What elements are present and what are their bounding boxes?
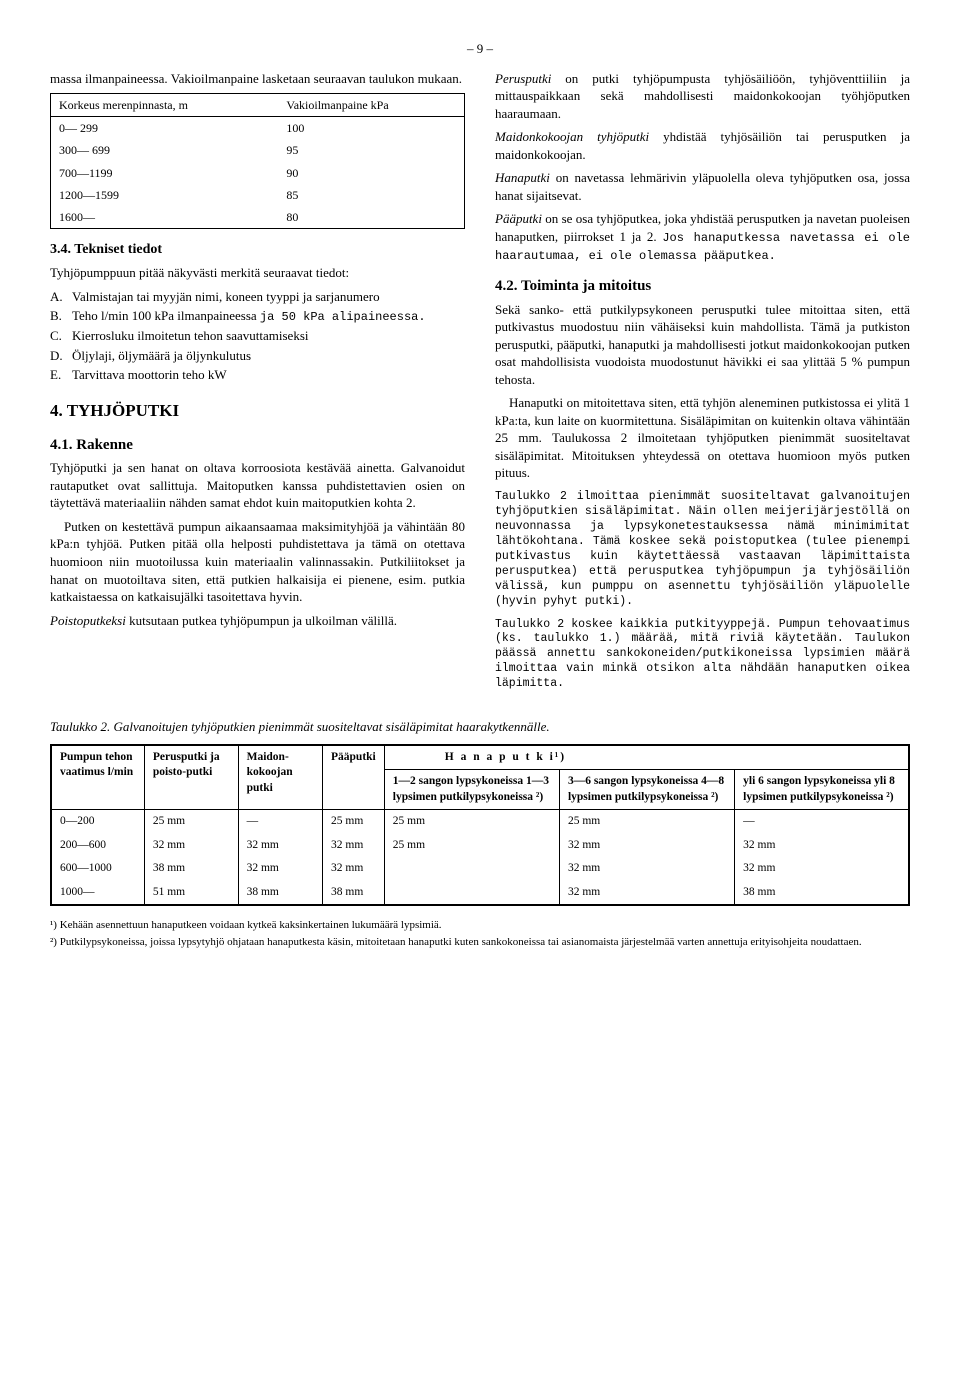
list-letter: C. <box>50 327 72 345</box>
italic-term: Hanaputki <box>495 170 550 185</box>
table-cell: 32 mm <box>144 834 238 858</box>
monospace-paragraph: Taulukko 2 koskee kaikkia putkityyppejä.… <box>495 618 910 693</box>
table-cell: 100 <box>278 117 464 140</box>
table-header: Pääputki <box>323 745 385 810</box>
paragraph: Hanaputki on navetassa lehmärivin yläpuo… <box>495 169 910 204</box>
list-item: E.Tarvittava moottorin teho kW <box>50 366 465 384</box>
list-text: Kierrosluku ilmoitetun tehon saavuttamis… <box>72 327 465 345</box>
table-cell: 25 mm <box>323 810 385 834</box>
intro-paragraph: massa ilmanpaineessa. Vakioilmanpaine la… <box>50 70 465 88</box>
italic-term: Maidonkokoojan tyhjöputki <box>495 129 649 144</box>
list-letter: B. <box>50 307 72 325</box>
list-item: D.Öljylaji, öljymäärä ja öljynkulutus <box>50 347 465 365</box>
table-header: Korkeus merenpinnasta, m <box>51 94 279 117</box>
table-cell <box>384 857 559 881</box>
table-cell: 38 mm <box>144 857 238 881</box>
table-cell: 25 mm <box>144 810 238 834</box>
list-letter: D. <box>50 347 72 365</box>
section-4-heading: 4. TYHJÖPUTKI <box>50 400 465 423</box>
table-2-caption: Taulukko 2. Galvanoitujen tyhjöputkien p… <box>50 718 910 736</box>
table-header: yli 6 sangon lypsykoneissa yli 8 lypsime… <box>735 770 909 810</box>
section-4-1-heading: 4.1. Rakenne <box>50 435 465 455</box>
table-cell: 25 mm <box>559 810 734 834</box>
table-cell: 1000— <box>51 881 144 906</box>
list-text: Teho l/min 100 kPa ilmanpaineessa ja 50 … <box>72 307 465 325</box>
table-cell: — <box>238 810 322 834</box>
table-cell: 1600— <box>51 206 279 229</box>
list-letter: A. <box>50 288 72 306</box>
table-group-header: H a n a p u t k i¹) <box>384 745 909 770</box>
list-item: B.Teho l/min 100 kPa ilmanpaineessa ja 5… <box>50 307 465 325</box>
table-header: Pumpun tehon vaatimus l/min <box>51 745 144 810</box>
table-cell: 1200—1599 <box>51 184 279 206</box>
table-cell: 32 mm <box>238 857 322 881</box>
table-header: Perusputki ja poisto-putki <box>144 745 238 810</box>
table-cell: 25 mm <box>384 810 559 834</box>
list-text: Öljylaji, öljymäärä ja öljynkulutus <box>72 347 465 365</box>
paragraph: Poistoputkeksi kutsutaan putkea tyhjöpum… <box>50 612 465 630</box>
paragraph: Hanaputki on mitoitettava siten, että ty… <box>495 394 910 482</box>
table-cell: 25 mm <box>384 834 559 858</box>
section-3-4-intro: Tyhjöpumppuun pitää näkyvästi merkitä se… <box>50 264 465 282</box>
table-cell: 0—200 <box>51 810 144 834</box>
altitude-pressure-table: Korkeus merenpinnasta, m Vakioilmanpaine… <box>50 93 465 229</box>
table-cell: 200—600 <box>51 834 144 858</box>
table-cell: 38 mm <box>323 881 385 906</box>
left-column: massa ilmanpaineessa. Vakioilmanpaine la… <box>50 70 465 701</box>
table-cell: 700—1199 <box>51 162 279 184</box>
table-header: 1—2 sangon lypsykoneissa 1—3 lypsimen pu… <box>384 770 559 810</box>
table-cell: — <box>735 810 909 834</box>
table-cell: 32 mm <box>735 834 909 858</box>
pipe-diameter-table: Pumpun tehon vaatimus l/min Perusputki j… <box>50 744 910 907</box>
table-header: Maidon-kokoojan putki <box>238 745 322 810</box>
table-cell: 38 mm <box>735 881 909 906</box>
table-cell: 32 mm <box>559 834 734 858</box>
right-column: Perusputki on putki tyhjöpumpusta tyhjös… <box>495 70 910 701</box>
table-header: 3—6 sangon lypsykoneissa 4—8 lypsimen pu… <box>559 770 734 810</box>
list-text: Tarvittava moottorin teho kW <box>72 366 465 384</box>
paragraph: Tyhjöputki ja sen hanat on oltava korroo… <box>50 459 465 512</box>
table-header: Vakioilmanpaine kPa <box>278 94 464 117</box>
table-cell: 32 mm <box>238 834 322 858</box>
paragraph: Sekä sanko- että putkilypsykoneen perusp… <box>495 301 910 389</box>
italic-term: Poistoputkeksi <box>50 613 126 628</box>
two-column-layout: massa ilmanpaineessa. Vakioilmanpaine la… <box>50 70 910 701</box>
paragraph: Pääputki on se osa tyhjöputkea, joka yhd… <box>495 210 910 264</box>
table-cell: 32 mm <box>323 834 385 858</box>
table-cell: 300— 699 <box>51 139 279 161</box>
section-4-2-heading: 4.2. Toiminta ja mitoitus <box>495 276 910 296</box>
table-cell <box>384 881 559 906</box>
list-text: Valmistajan tai myyjän nimi, koneen tyyp… <box>72 288 465 306</box>
paragraph: Perusputki on putki tyhjöpumpusta tyhjös… <box>495 70 910 123</box>
table-cell: 38 mm <box>238 881 322 906</box>
table-cell: 95 <box>278 139 464 161</box>
footnotes: ¹) Kehään asennettuun hanaputkeen voidaa… <box>50 918 910 950</box>
page-number: – 9 – <box>50 40 910 58</box>
italic-term: Perusputki <box>495 71 551 86</box>
monospace-paragraph: Taulukko 2 ilmoittaa pienimmät suositelt… <box>495 490 910 610</box>
table-cell: 80 <box>278 206 464 229</box>
footnote-2: ²) Putkilypsykoneissa, joissa lypsytyhjö… <box>50 935 910 950</box>
table-cell: 32 mm <box>559 857 734 881</box>
table-cell: 32 mm <box>323 857 385 881</box>
list-item: C.Kierrosluku ilmoitetun tehon saavuttam… <box>50 327 465 345</box>
table-cell: 90 <box>278 162 464 184</box>
list-item: A.Valmistajan tai myyjän nimi, koneen ty… <box>50 288 465 306</box>
list-letter: E. <box>50 366 72 384</box>
table-cell: 51 mm <box>144 881 238 906</box>
section-3-4-heading: 3.4. Tekniset tiedot <box>50 241 465 260</box>
footnote-1: ¹) Kehään asennettuun hanaputkeen voidaa… <box>50 918 910 933</box>
table-cell: 85 <box>278 184 464 206</box>
table-cell: 0— 299 <box>51 117 279 140</box>
paragraph: Putken on kestettävä pumpun aikaansaamaa… <box>50 518 465 606</box>
italic-term: Pääputki <box>495 211 542 226</box>
table-cell: 32 mm <box>735 857 909 881</box>
table-cell: 600—1000 <box>51 857 144 881</box>
paragraph: Maidonkokoojan tyhjöputki yhdistää tyhjö… <box>495 128 910 163</box>
table-cell: 32 mm <box>559 881 734 906</box>
